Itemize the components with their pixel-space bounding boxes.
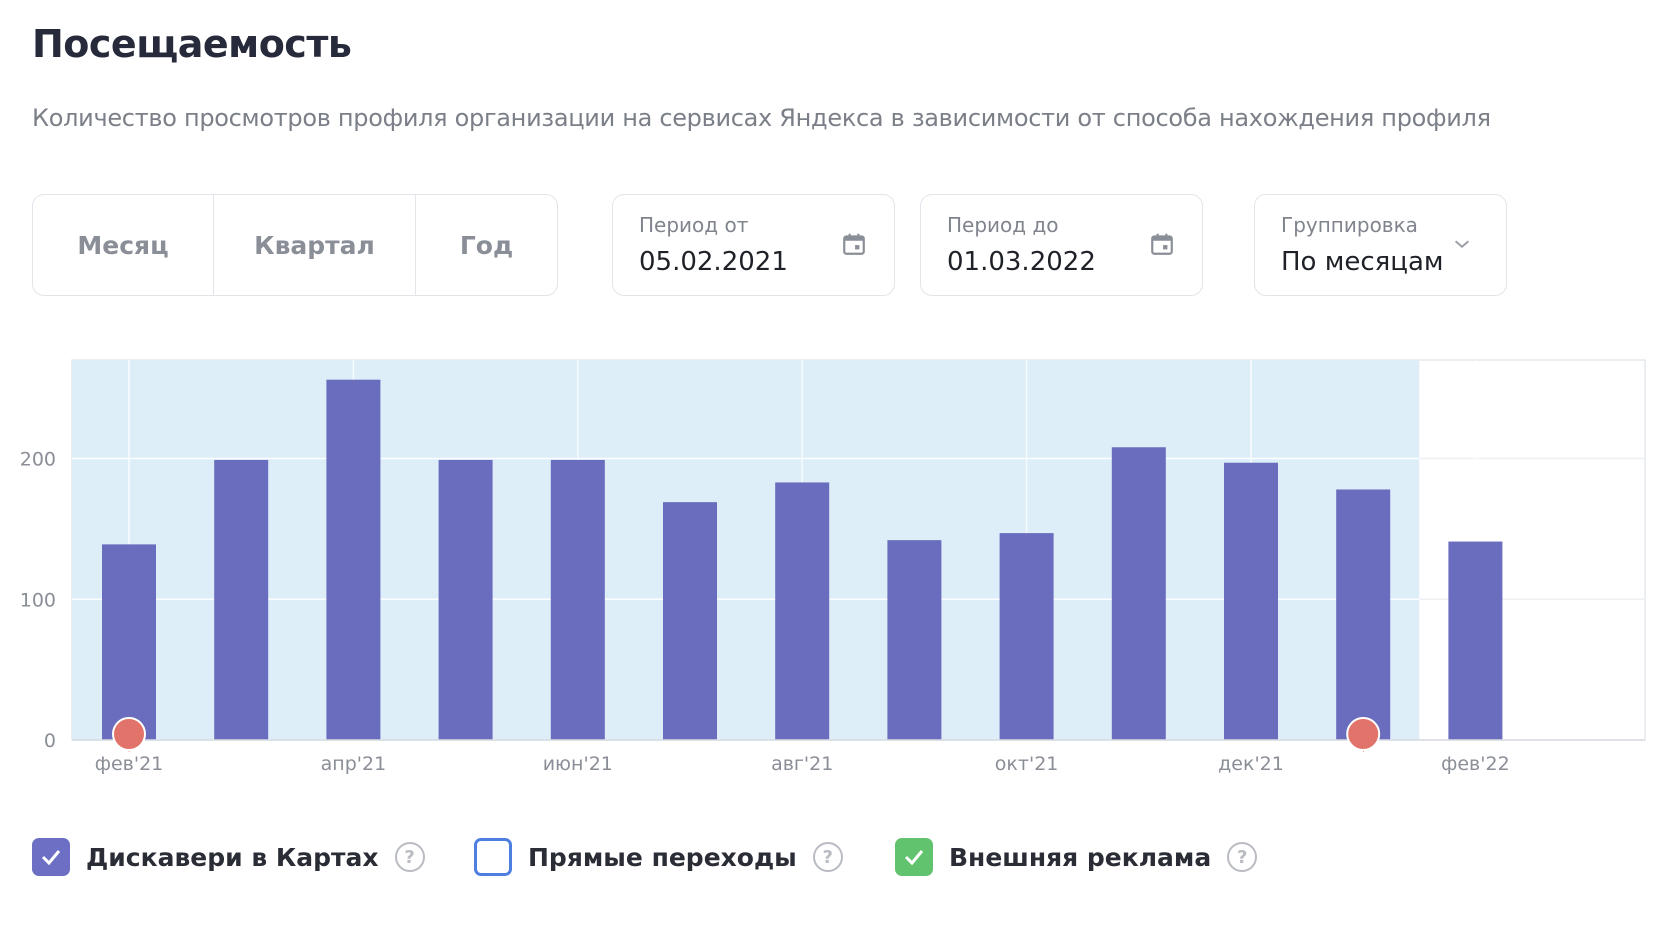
bar-0 (102, 544, 156, 740)
period-from-value: 05.02.2021 (639, 247, 788, 277)
checkbox-discovery[interactable] (32, 838, 70, 876)
calendar-icon[interactable] (1149, 231, 1175, 261)
bar-3 (438, 459, 493, 740)
grouping-label: Группировка (1281, 213, 1418, 237)
tab-year[interactable]: Год (459, 230, 514, 260)
tab-month[interactable]: Месяц (33, 195, 214, 295)
page-subtitle: Количество просмотров профиля организаци… (32, 104, 1491, 132)
event-marker (112, 717, 146, 751)
attendance-chart: 0 100 200 фев'21 апр'21 июн'21 авг'21 окт'21 дек… (20, 359, 1646, 775)
bar-12 (1448, 541, 1503, 740)
help-icon[interactable]: ? (394, 842, 425, 872)
x-tick-label: авг'21 (771, 753, 833, 775)
period-to-value: 01.03.2022 (947, 247, 1096, 277)
legend-item-discovery[interactable]: Дискавери в Картах ? (32, 835, 425, 879)
y-tick-label: 100 (20, 589, 56, 611)
grouping-value: По месяцам (1281, 247, 1444, 277)
period-to-label: Период до (947, 213, 1059, 237)
checkbox-direct[interactable] (474, 838, 512, 876)
bar-7 (887, 540, 942, 740)
bar-5 (663, 502, 717, 740)
event-marker (1346, 717, 1381, 751)
y-tick-label: 0 (44, 730, 56, 752)
legend-item-ads[interactable]: Внешняя реклама ? (895, 835, 1258, 879)
legend-label-ads: Внешняя реклама (949, 842, 1212, 872)
period-to-field[interactable]: Период до 01.03.2022 (920, 194, 1203, 296)
bar-4 (550, 459, 605, 740)
x-tick-label: фев'21 (95, 753, 164, 775)
period-from-field[interactable]: Период от 05.02.2021 (612, 194, 895, 296)
bar-9 (1111, 447, 1166, 740)
bar-8 (999, 533, 1054, 740)
x-tick-label: фев'22 (1441, 753, 1510, 775)
x-tick-label: июн'21 (543, 753, 613, 775)
check-icon (41, 850, 61, 866)
legend-label-direct: Прямые переходы (528, 842, 797, 872)
calendar-icon[interactable] (841, 231, 867, 261)
y-tick-label: 200 (20, 449, 56, 471)
grouping-select[interactable]: Группировка По месяцам (1254, 194, 1507, 296)
page-title: Посещаемость (32, 22, 352, 66)
bar-10 (1224, 462, 1278, 740)
bar-1 (214, 459, 269, 740)
bar-2 (326, 379, 381, 740)
period-from-label: Период от (639, 213, 749, 237)
chevron-down-icon[interactable] (1451, 233, 1473, 259)
selected-range (72, 360, 1420, 740)
x-tick-label: окт'21 (995, 753, 1059, 775)
bar-11 (1336, 489, 1391, 740)
check-icon (904, 850, 924, 866)
legend-item-direct[interactable]: Прямые переходы ? (474, 835, 843, 879)
tab-quarter[interactable]: Квартал (214, 195, 416, 295)
x-tick-label: дек'21 (1218, 753, 1284, 775)
help-icon[interactable]: ? (1227, 842, 1258, 872)
checkbox-ads[interactable] (895, 838, 933, 876)
help-icon[interactable]: ? (812, 842, 843, 872)
x-tick-label: апр'21 (321, 753, 387, 775)
legend-label-discovery: Дискавери в Картах (86, 842, 379, 872)
bar-6 (775, 482, 830, 740)
period-switcher: Месяц Квартал Год (32, 194, 558, 296)
